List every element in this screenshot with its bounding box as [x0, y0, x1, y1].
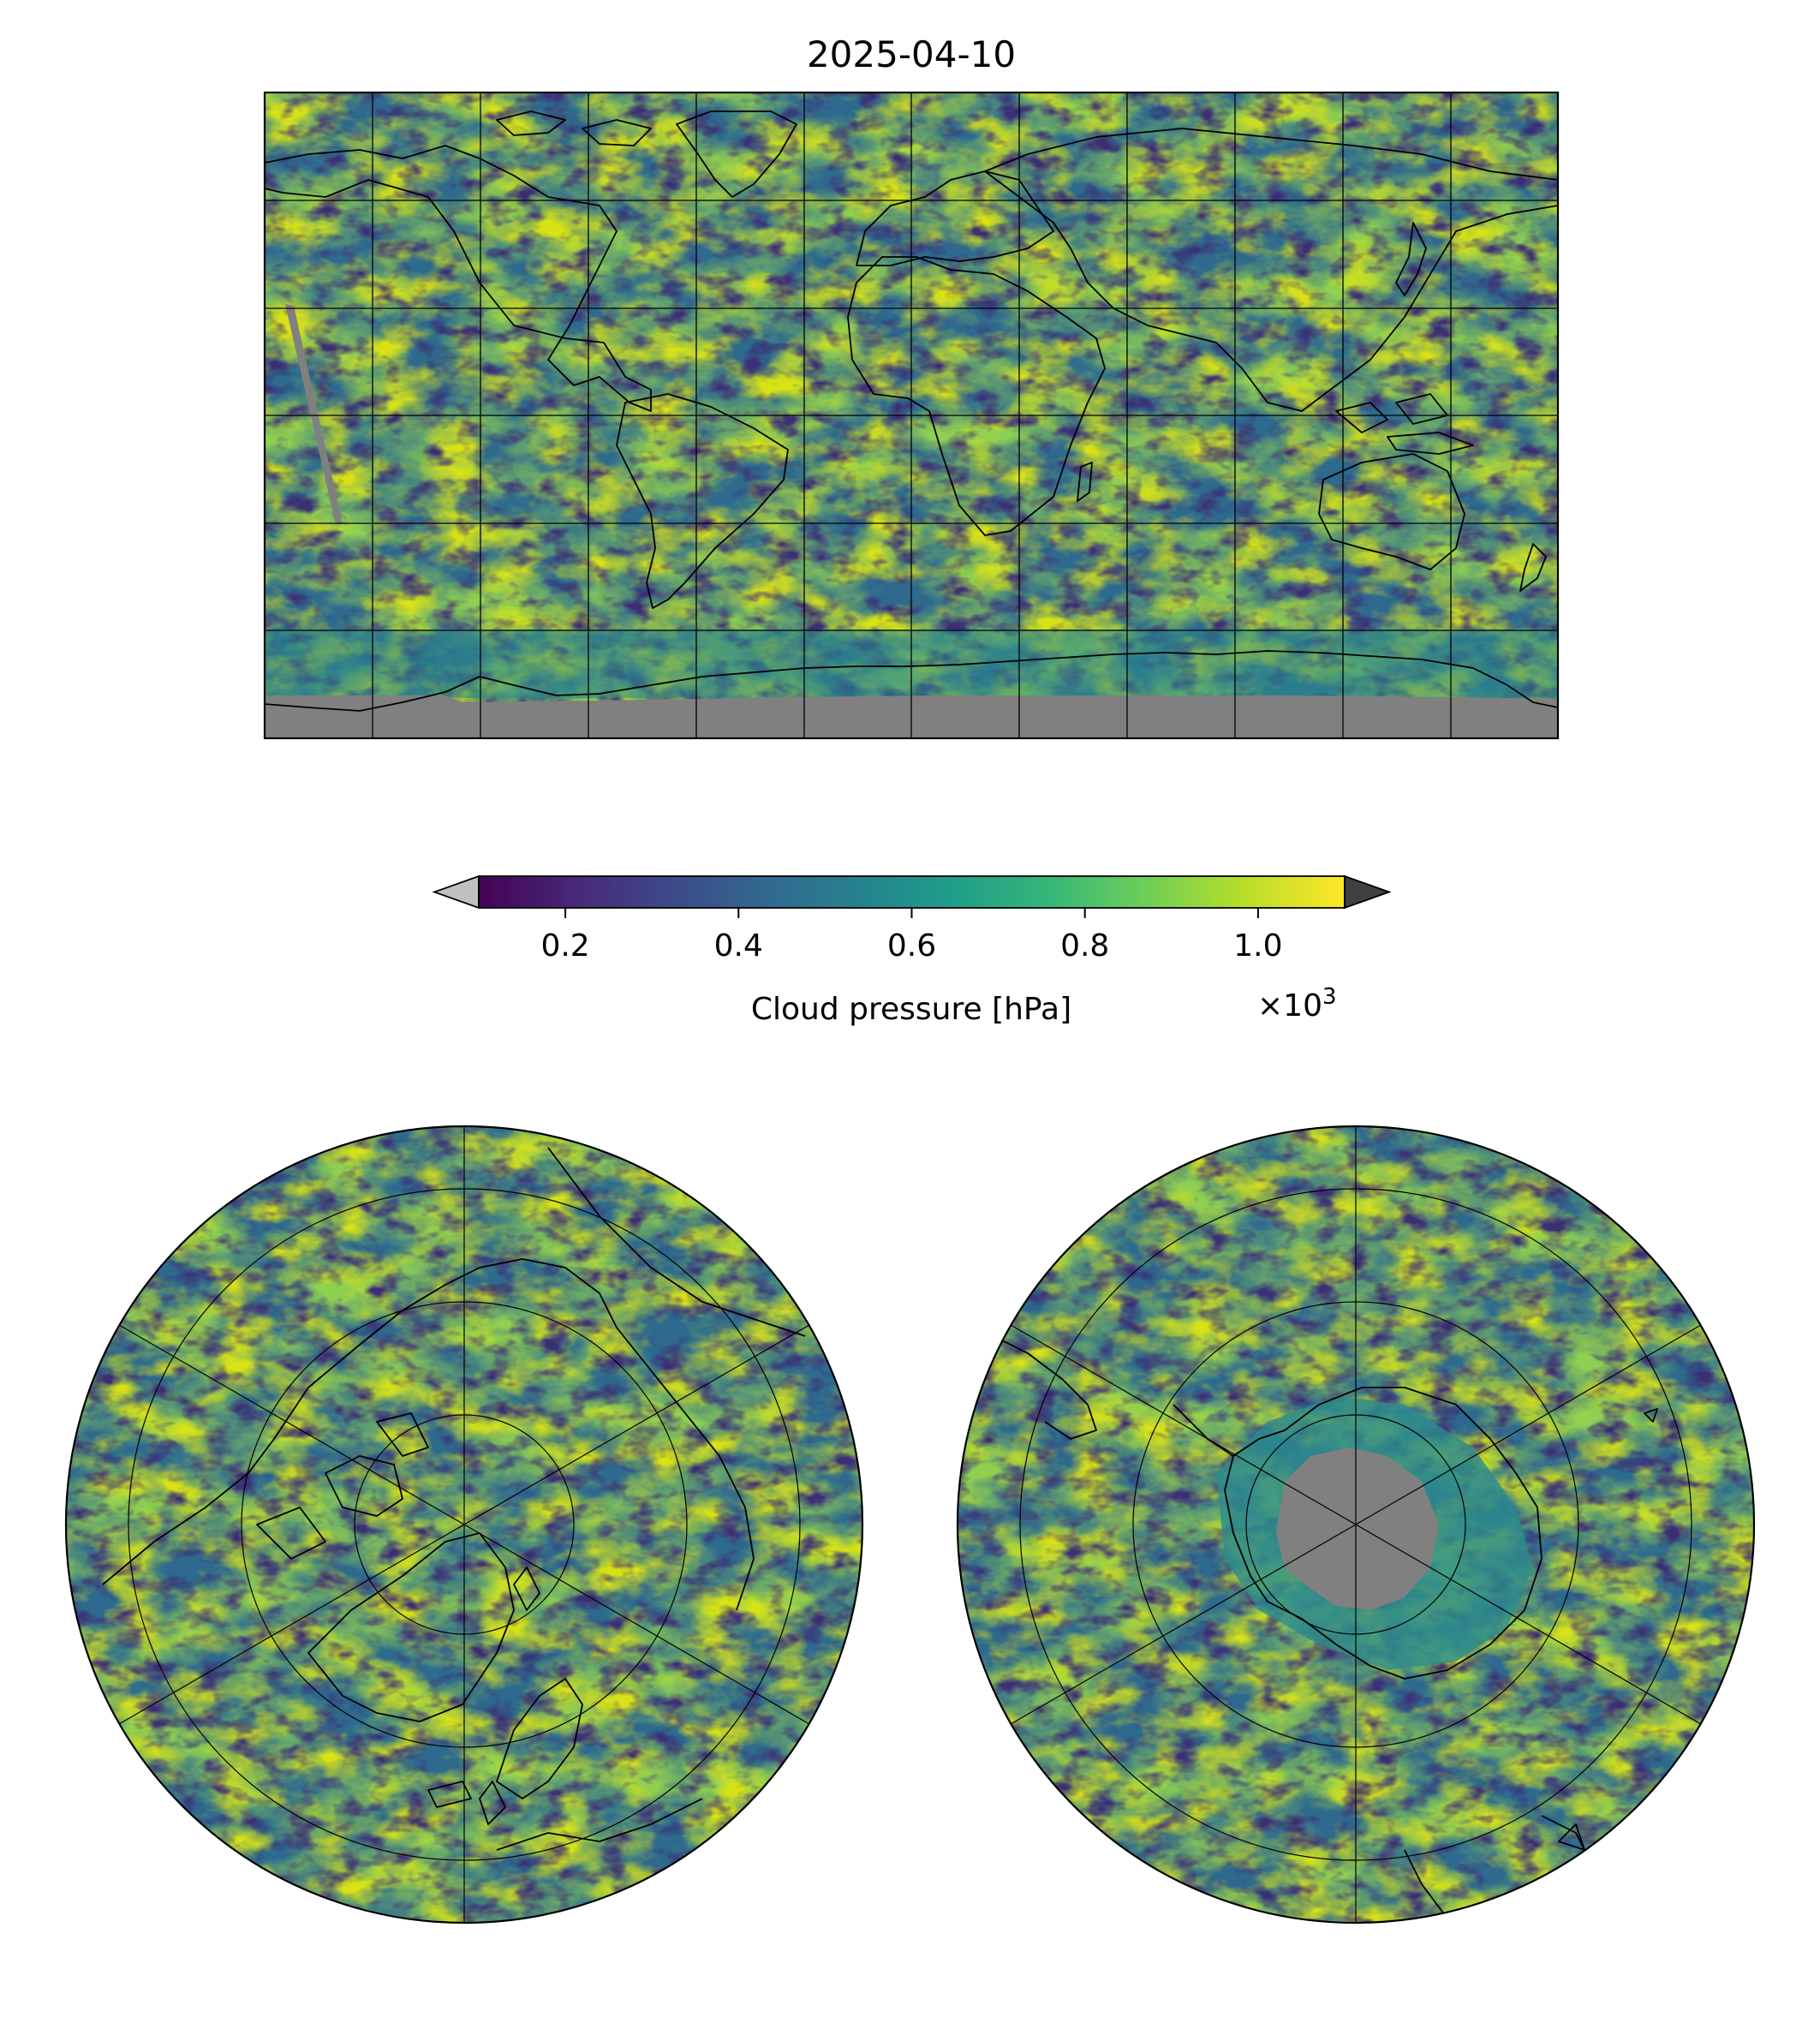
colorbar-tick-label: 0.2	[540, 928, 589, 964]
colorbar-gradient	[479, 876, 1345, 908]
colorbar-ticks: 0.2 0.4 0.6 0.8 1.0	[540, 908, 1283, 964]
north-polar-panel	[64, 1125, 864, 1925]
figure-title: 2025-04-10	[807, 33, 1016, 75]
colorbar-tick-label: 1.0	[1233, 928, 1282, 964]
colorbar-multiplier: ×103	[1257, 984, 1337, 1023]
global-map-panel	[263, 91, 1560, 740]
north-gridlines	[118, 1126, 810, 1923]
colorbar-tick-label: 0.6	[887, 928, 936, 964]
north-polar-frame	[64, 1125, 864, 1925]
south-polar-frame	[956, 1125, 1756, 1925]
colorbar-label: Cloud pressure [hPa]	[751, 992, 1071, 1027]
coastlines	[265, 110, 1558, 712]
south-polar-panel	[956, 1125, 1756, 1925]
colorbar-tick-label: 0.4	[714, 928, 763, 964]
map-frame	[263, 91, 1560, 740]
north-coastlines	[102, 1147, 806, 1851]
map-gridlines	[265, 92, 1558, 738]
colorbar-over-extension	[1344, 874, 1392, 910]
colorbar: 0.2 0.4 0.6 0.8 1.0 Cloud pressure [hPa] ×10…	[432, 874, 1392, 1027]
south-gridlines	[1010, 1126, 1702, 1923]
south-missing-data	[1276, 1447, 1439, 1610]
colorbar-under-extension	[432, 874, 480, 910]
colorbar-tick-label: 0.8	[1060, 928, 1109, 964]
missing-data-swath	[285, 304, 343, 524]
